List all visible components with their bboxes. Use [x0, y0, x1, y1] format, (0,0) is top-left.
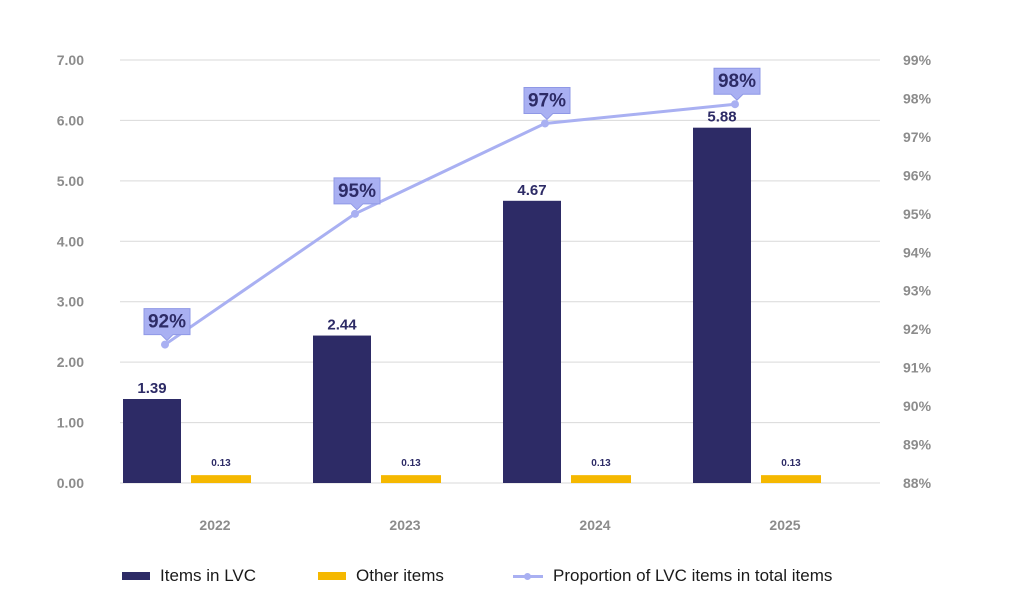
data-label-other-items: 0.13 — [781, 458, 801, 469]
bar-other-items — [761, 475, 821, 483]
y-tick-label: 3.00 — [57, 294, 84, 310]
proportion-marker — [731, 100, 739, 109]
y2-tick-label: 98% — [903, 90, 932, 106]
proportion-marker — [541, 119, 549, 128]
x-tick-label: 2023 — [389, 517, 420, 533]
proportion-callout — [143, 308, 191, 342]
y2-tick-label: 94% — [903, 244, 932, 260]
y-tick-label: 7.00 — [57, 52, 84, 68]
data-label-other-items: 0.13 — [211, 458, 231, 469]
y2-tick-label: 99% — [903, 52, 932, 68]
bar-other-items — [381, 475, 441, 483]
bar-items-in-lvc — [693, 127, 751, 484]
data-label-items-in-lvc: 5.88 — [707, 109, 736, 126]
bar-items-in-lvc — [123, 399, 181, 483]
data-label-items-in-lvc: 4.67 — [517, 182, 546, 199]
y-tick-label: 5.00 — [57, 173, 84, 189]
legend-item-other-items: Other items — [318, 566, 444, 586]
bar-other-items — [191, 475, 251, 483]
y2-tick-label: 90% — [903, 398, 932, 414]
y2-tick-label: 89% — [903, 437, 932, 453]
data-label-proportion: 92% — [148, 312, 186, 333]
proportion-callout — [713, 67, 761, 101]
y2-tick-label: 95% — [903, 206, 932, 222]
proportion-marker — [351, 209, 359, 218]
y2-tick-label: 88% — [903, 475, 932, 491]
legend-swatch-line — [513, 572, 543, 580]
y-tick-label: 6.00 — [57, 112, 84, 128]
data-label-other-items: 0.13 — [591, 458, 611, 469]
legend-item-items-in-lvc: Items in LVC — [122, 566, 256, 586]
data-label-items-in-lvc: 2.44 — [327, 317, 357, 334]
data-label-items-in-lvc: 1.39 — [137, 380, 166, 397]
legend-label: Proportion of LVC items in total items — [553, 566, 833, 585]
bar-other-items — [571, 475, 631, 483]
y2-tick-label: 93% — [903, 283, 932, 299]
legend-item-proportion: Proportion of LVC items in total items — [513, 566, 832, 586]
proportion-callout — [333, 177, 381, 211]
data-label-proportion: 95% — [338, 181, 376, 202]
y2-tick-label: 91% — [903, 360, 932, 376]
y2-tick-label: 96% — [903, 167, 932, 183]
x-tick-label: 2025 — [769, 517, 800, 533]
y2-tick-label: 92% — [903, 321, 932, 337]
data-label-other-items: 0.13 — [401, 458, 421, 469]
legend-swatch-navy — [122, 572, 150, 580]
legend-swatch-yellow — [318, 572, 346, 580]
y-tick-label: 4.00 — [57, 233, 84, 249]
bar-items-in-lvc — [313, 335, 371, 483]
y2-tick-label: 97% — [903, 129, 932, 145]
legend-label: Other items — [356, 566, 444, 585]
proportion-marker — [161, 340, 169, 349]
x-tick-label: 2024 — [579, 517, 610, 533]
proportion-line — [164, 102, 736, 346]
y-tick-label: 2.00 — [57, 354, 84, 370]
data-label-proportion: 98% — [718, 71, 756, 92]
legend: Items in LVC Other items Proportion of L… — [0, 566, 1024, 592]
x-tick-label: 2022 — [199, 517, 230, 533]
data-label-proportion: 97% — [528, 90, 566, 111]
proportion-callout — [523, 86, 571, 121]
legend-label: Items in LVC — [160, 566, 257, 585]
y-tick-label: 0.00 — [57, 475, 84, 491]
bar-items-in-lvc — [503, 200, 561, 483]
y-tick-label: 1.00 — [57, 415, 84, 431]
